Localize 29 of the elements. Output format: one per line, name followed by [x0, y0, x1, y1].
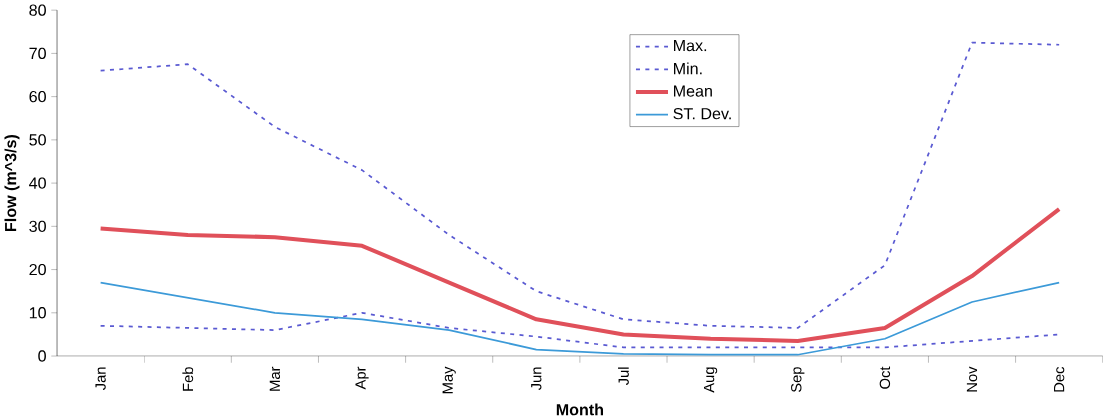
line-series [99, 41, 1061, 329]
y-tick-label: 10 [29, 307, 46, 319]
x-tick-label: Jul [618, 367, 629, 386]
y-tick-label: 30 [29, 220, 46, 233]
x-tick-label: Aug [704, 367, 718, 393]
y-tick-label: 20 [29, 263, 46, 276]
x-tick-label: Nov [966, 366, 978, 392]
x-tick-label: Jan [95, 367, 106, 391]
x-axis-title: Month [556, 403, 604, 416]
x-tick-label: Feb [182, 367, 194, 391]
y-axis-title: Flow (m^3/s) [4, 135, 20, 232]
x-tick-label: Mar [269, 366, 281, 391]
y-tick-label: 70 [29, 47, 46, 60]
legend-label: Mean [674, 85, 712, 97]
legend-label: ST. Dev. [673, 108, 731, 120]
x-tick-label: Apr [355, 366, 369, 390]
x-tick-label: Oct [879, 366, 891, 389]
x-tick-label: Jun [531, 367, 542, 391]
y-tick-label: 50 [29, 134, 46, 146]
line-series [98, 207, 1062, 343]
y-tick-label: 40 [29, 177, 46, 189]
legend-label: Min. [674, 62, 702, 75]
y-tick-label: 80 [29, 4, 46, 16]
x-tick-label: Sep [791, 367, 805, 393]
x-tick-label: May [442, 366, 456, 394]
x-tick-label: Dec [1054, 366, 1065, 392]
y-tick-label: 60 [29, 91, 46, 103]
legend-label: Max. [674, 40, 707, 52]
y-tick-label: 0 [38, 350, 46, 362]
